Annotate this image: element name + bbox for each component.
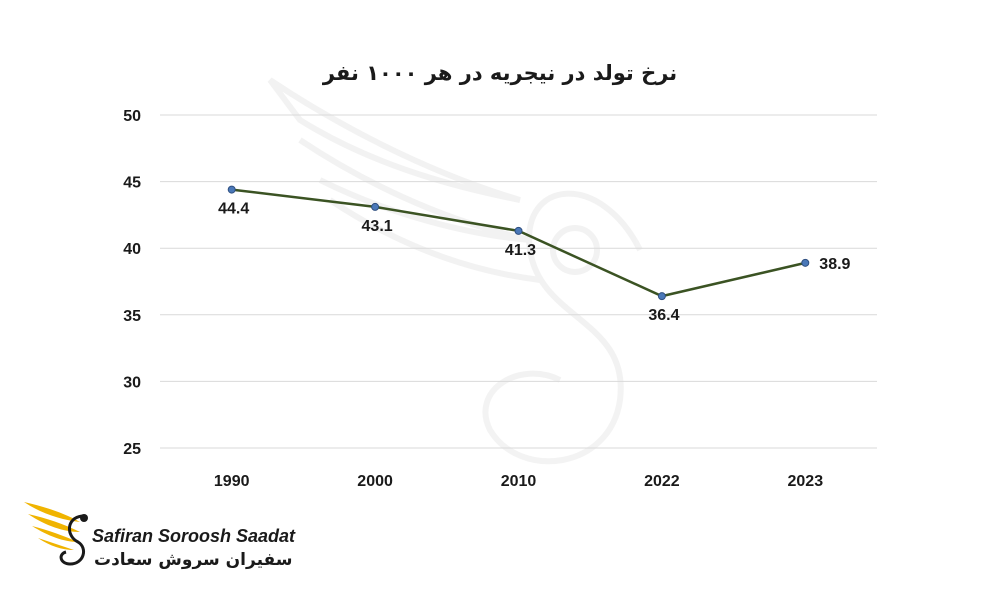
data-point: [657, 292, 666, 301]
markers: [227, 185, 810, 301]
company-logo: Safiran Soroosh Saadat سفیران سروش سعادت: [22, 492, 312, 582]
data-point: [801, 258, 810, 267]
golden-bird-logo-icon: [24, 502, 88, 566]
data-labels: 44.4 43.1 41.3 36.4 38.9: [218, 201, 850, 325]
y-tick-label: 50: [123, 108, 141, 125]
data-label: 36.4: [648, 307, 679, 324]
x-tick-label: 2022: [644, 473, 680, 490]
y-tick-label: 40: [123, 241, 141, 258]
bird-watermark-icon: [267, 77, 643, 465]
y-tick-label: 35: [123, 308, 141, 325]
data-point: [371, 202, 380, 211]
data-point: [227, 185, 236, 194]
data-label: 38.9: [819, 256, 850, 273]
x-tick-label: 1990: [214, 473, 250, 490]
y-tick-label: 45: [123, 175, 141, 192]
y-axis-ticks: 25 30 35 40 45 50: [123, 108, 141, 458]
x-tick-label: 2000: [357, 473, 393, 490]
chart-title: نرخ تولد در نیجریه در هر ۱۰۰۰ نفر: [322, 61, 677, 85]
grid: [160, 114, 877, 449]
x-tick-label: 2023: [788, 473, 824, 490]
x-tick-label: 2010: [501, 473, 537, 490]
logo-text-fa: سفیران سروش سعادت: [94, 550, 293, 570]
logo-text-en: Safiran Soroosh Saadat: [92, 526, 296, 546]
y-tick-label: 30: [123, 374, 141, 391]
data-point: [514, 226, 523, 235]
data-label: 41.3: [505, 242, 536, 259]
y-tick-label: 25: [123, 441, 141, 458]
data-label: 44.4: [218, 201, 249, 218]
x-axis-ticks: 1990 2000 2010 2022 2023: [214, 473, 823, 490]
data-label: 43.1: [362, 218, 393, 235]
